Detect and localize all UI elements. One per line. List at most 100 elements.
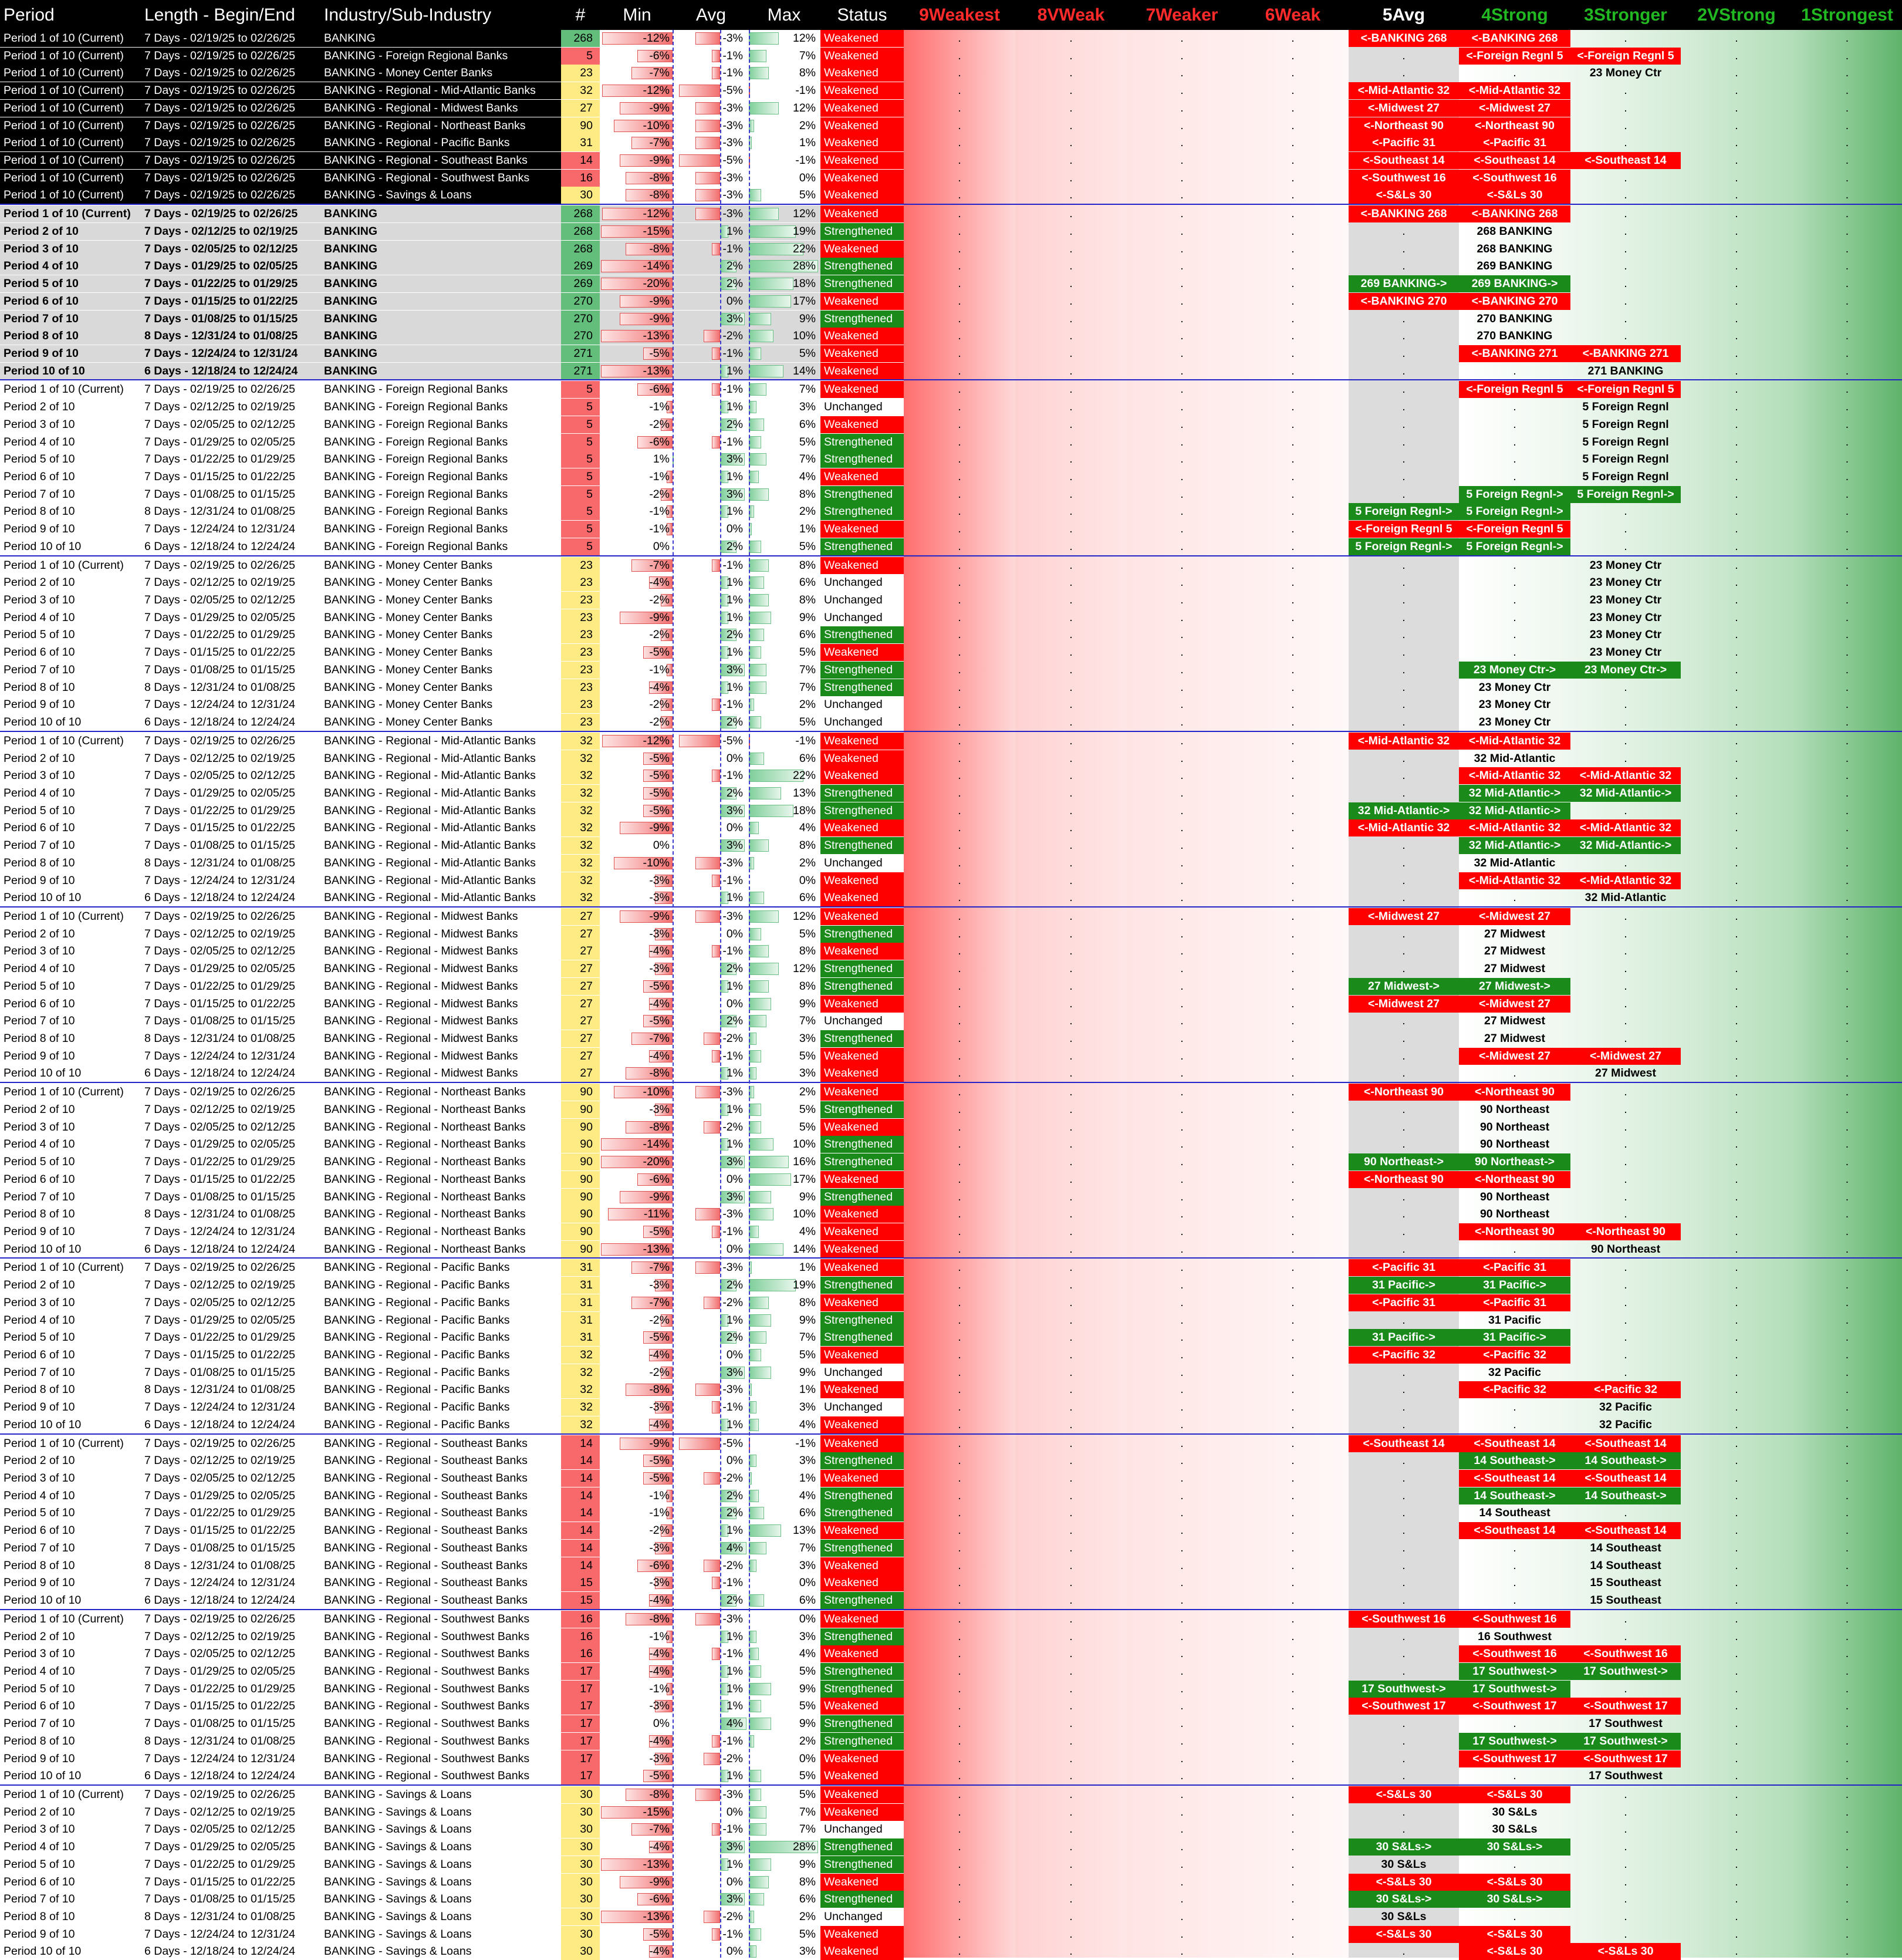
max-cell: 3%	[748, 399, 820, 416]
period-cell: Period 1 of 10 (Current)	[4, 1788, 124, 1801]
column-header-min[interactable]: Min	[600, 0, 674, 30]
industry-cell: BANKING - Regional - Southwest Banks	[320, 169, 561, 187]
min-value: -5%	[649, 804, 670, 817]
data-bar	[620, 1190, 673, 1203]
length-cell: 8 Days - 12/31/24 to 01/08/25	[144, 505, 295, 518]
period-cell: Period 4 of 10	[4, 1840, 75, 1854]
strength-cell: .	[1180, 1927, 1184, 1941]
column-header-2vstrong[interactable]: 2VStrong	[1681, 0, 1792, 30]
strength-cell: .	[1845, 1365, 1849, 1379]
strength-cell: .	[1291, 470, 1295, 483]
avg-value: 0%	[726, 1172, 743, 1186]
weakened-chip: <-Foreign Regnl 5	[1349, 521, 1459, 538]
column-header-avg[interactable]: Avg	[674, 0, 748, 30]
length-cell: 7 Days - 02/19/25 to 02/26/25	[144, 734, 295, 747]
strength-cell: .	[1402, 663, 1406, 676]
length-cell: 7 Days - 02/05/25 to 02/12/25	[141, 240, 320, 258]
column-header-7weaker[interactable]: 7Weaker	[1127, 0, 1237, 30]
column-header-status[interactable]: Status	[820, 0, 904, 30]
data-bar	[749, 980, 769, 993]
strength-cell: .	[1402, 1014, 1406, 1028]
min-value: -13%	[643, 1910, 670, 1924]
industry-cell: BANKING - Regional - Southeast Banks	[324, 1472, 528, 1485]
data-bar	[749, 1190, 772, 1203]
strength-cell: .	[958, 101, 961, 114]
strength-cell: .	[1402, 1207, 1406, 1221]
data-bar	[655, 874, 673, 887]
column-header-[interactable]: #	[561, 0, 600, 30]
length-cell: 7 Days - 01/15/25 to 01/22/25	[144, 1348, 295, 1361]
column-header-length-begin-end[interactable]: Length - Begin/End	[141, 0, 320, 30]
count-cell: 30	[561, 187, 600, 204]
steady-chip: 17 Southwest	[1589, 1769, 1663, 1783]
weakened-chip: <-Southwest 16	[1459, 1610, 1570, 1628]
min-cell: -8%	[600, 1611, 674, 1628]
max-value: 3%	[799, 1032, 816, 1045]
data-bar	[711, 242, 720, 255]
max-value: 0%	[799, 171, 816, 184]
strength-cell: .	[1069, 1945, 1073, 1958]
industry-cell: BANKING - Regional - Mid-Atlantic Banks	[324, 751, 536, 765]
data-bar	[602, 734, 673, 747]
length-cell: 7 Days - 01/08/25 to 01/15/25	[144, 1541, 295, 1554]
strength-cell: .	[1180, 242, 1184, 255]
strength-cell: .	[1180, 1436, 1184, 1450]
strength-cell: .	[958, 435, 961, 448]
min-value: -7%	[649, 1823, 670, 1836]
min-value: -1%	[649, 470, 670, 483]
max-cell: 9%	[748, 1715, 820, 1732]
data-bar	[749, 1806, 766, 1819]
weakened-chip: <-Southeast 14	[1459, 1470, 1570, 1487]
min-value: -2%	[649, 593, 670, 607]
column-header-8vweak[interactable]: 8VWeak	[1015, 0, 1127, 30]
column-header-max[interactable]: Max	[748, 0, 820, 30]
strength-cell: .	[1291, 154, 1295, 167]
strength-cell: .	[958, 1102, 961, 1116]
column-header-5avg[interactable]: 5Avg	[1349, 0, 1459, 30]
max-value: 19%	[792, 1278, 816, 1292]
count-cell: 16	[561, 1610, 600, 1628]
min-cell: -12%	[600, 205, 674, 223]
status-badge: Strengthened	[820, 802, 904, 819]
min-cell: -5%	[600, 1013, 674, 1030]
min-cell: -15%	[600, 1804, 674, 1821]
strength-cell: .	[1402, 1805, 1406, 1819]
column-header-6weak[interactable]: 6Weak	[1237, 0, 1349, 30]
strength-cell: .	[1069, 628, 1073, 642]
min-value: -2%	[649, 628, 670, 642]
min-value: -3%	[649, 1752, 670, 1765]
min-value: -7%	[649, 66, 670, 80]
industry-cell: BANKING - Regional - Pacific Banks	[324, 1418, 510, 1431]
min-value: -8%	[649, 1383, 670, 1396]
min-value: -4%	[649, 1840, 670, 1854]
min-value: -9%	[649, 1436, 670, 1450]
data-bar	[637, 1173, 673, 1186]
strength-cell: .	[1402, 470, 1406, 483]
column-header-period[interactable]: Period	[0, 0, 141, 30]
avg-cell: 1%	[674, 679, 748, 696]
count-cell: 23	[561, 626, 600, 644]
strengthened-chip: 23 Money Ctr->	[1459, 661, 1570, 679]
strength-cell: .	[1069, 1207, 1073, 1221]
column-header-4strong[interactable]: 4Strong	[1459, 0, 1570, 30]
min-cell: -8%	[600, 1786, 674, 1803]
industry-cell: BANKING - Regional - Southeast Banks	[324, 1489, 528, 1502]
industry-cell: BANKING - Regional - Pacific Banks	[320, 134, 561, 152]
data-bar	[643, 980, 673, 993]
column-header-3stronger[interactable]: 3Stronger	[1570, 0, 1681, 30]
column-header-1strongest[interactable]: 1Strongest	[1792, 0, 1902, 30]
strength-cell: .	[1069, 891, 1073, 905]
strength-cell: .	[1069, 1664, 1073, 1678]
avg-cell: -2%	[674, 1119, 748, 1136]
strength-cell: .	[1735, 628, 1738, 642]
column-header-industry-sub-industry[interactable]: Industry/Sub-Industry	[320, 0, 561, 30]
industry-cell: BANKING - Regional - Southeast Banks	[320, 152, 561, 170]
max-cell: 12%	[748, 205, 820, 223]
status-badge: Weakened	[820, 30, 904, 47]
min-cell: -6%	[600, 1891, 674, 1908]
data-bar	[749, 1928, 762, 1941]
column-header-9weakest[interactable]: 9Weakest	[904, 0, 1015, 30]
length-cell: 7 Days - 01/29/25 to 02/05/25	[144, 1138, 295, 1151]
weakened-chip: <-Midwest 27	[1349, 995, 1459, 1013]
min-cell: -7%	[600, 134, 674, 151]
